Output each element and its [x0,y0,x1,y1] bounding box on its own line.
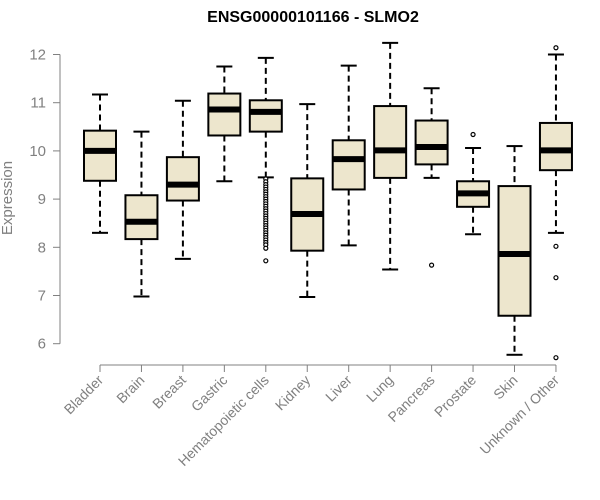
x-tick-label: Brain [113,372,147,406]
box-unknown-other [538,45,573,361]
x-tick-label: Skin [490,372,521,403]
iqr-box [497,185,532,317]
iqr-box [373,105,408,179]
box-liver [331,64,366,247]
box-pancreas [414,87,449,268]
outlier-point [553,275,559,281]
iqr-box [538,121,573,172]
box-bladder [83,93,117,234]
iqr-box [83,129,117,182]
outlier-point [263,258,269,264]
x-tick-label: Unknown / Other [476,372,562,458]
y-tick-label: 7 [38,288,46,305]
outlier-point [263,245,269,251]
box-hematopoietic-cells [248,56,283,264]
box-lung [373,41,408,271]
y-tick-label: 6 [38,336,46,353]
x-tick-label: Bladder [61,372,107,418]
y-axis-label: Expression [0,161,16,235]
y-axis: 6 7 8 9 10 11 12 [29,47,61,353]
x-tick-label: Lung [363,372,396,405]
iqr-box [165,156,200,202]
outlier-point [429,262,435,268]
y-tick-label: 11 [30,95,46,112]
iqr-box [414,119,449,166]
x-tick-label: Liver [322,372,355,405]
box-skin [497,145,532,356]
x-tick-label: Breast [149,372,189,412]
iqr-box [331,139,366,191]
y-tick-label: 12 [29,47,46,64]
chart-title: ENSG00000101166 - SLMO2 [207,9,419,26]
y-tick-label: 10 [29,143,46,160]
y-tick-label: 8 [38,239,46,256]
iqr-box [207,92,242,137]
box-breast [165,99,200,260]
box-kidney [290,103,325,298]
outlier-point [470,131,476,138]
box-gastric [207,65,242,183]
x-tick-label: Prostate [431,372,479,420]
outlier-point [553,45,559,51]
boxes-group [83,41,573,361]
iqr-box [248,99,283,133]
outlier-point [553,243,559,249]
box-brain [124,130,159,298]
outlier-point [553,355,559,361]
y-tick-label: 9 [38,191,46,208]
box-prostate [456,131,491,236]
iqr-box [124,194,159,241]
x-tick-label: Kidney [272,372,314,414]
